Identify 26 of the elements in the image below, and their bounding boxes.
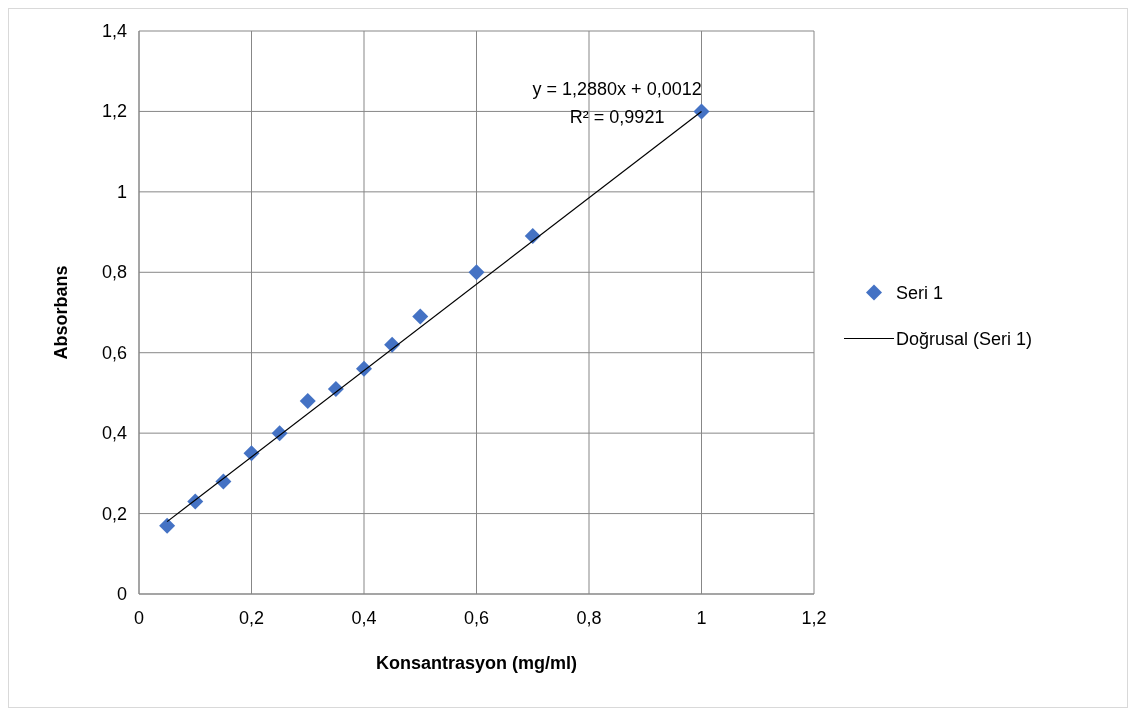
x-tick-label: 1 [696,608,707,628]
y-tick-label: 1,4 [101,21,127,41]
point [468,264,485,281]
legend-label: Seri 1 [896,282,944,303]
x-tick-label: 0,8 [576,608,602,628]
annotation: y = 1,2880x + 0,0012 [532,79,702,100]
x-tick-label: 0,2 [238,608,265,628]
y-tick-label: 1,2 [101,101,127,122]
y-tick-label: 0 [116,584,127,604]
annotation: R² = 0,9921 [569,107,665,128]
y-axis-title: Absorbans [51,265,71,360]
y-tick-label: 0,6 [101,342,127,363]
x-tick-label: 0,6 [463,608,490,628]
y-tick-label: 0,8 [101,262,127,283]
y-tick-label: 0,4 [101,423,127,444]
point [412,308,429,325]
x-tick-label: 0,4 [351,608,377,628]
x-tick-label: 0 [133,608,145,628]
y-tick-label: 0,2 [101,503,127,524]
point [693,103,710,120]
x-axis-title: Konsantrasyon (mg/ml) [375,653,578,673]
point [299,392,316,409]
legend-label: Doğrusal (Seri 1) [896,328,1033,349]
x-tick-label: 1,2 [801,608,827,628]
y-tick-label: 1 [116,181,127,202]
point [159,517,176,534]
